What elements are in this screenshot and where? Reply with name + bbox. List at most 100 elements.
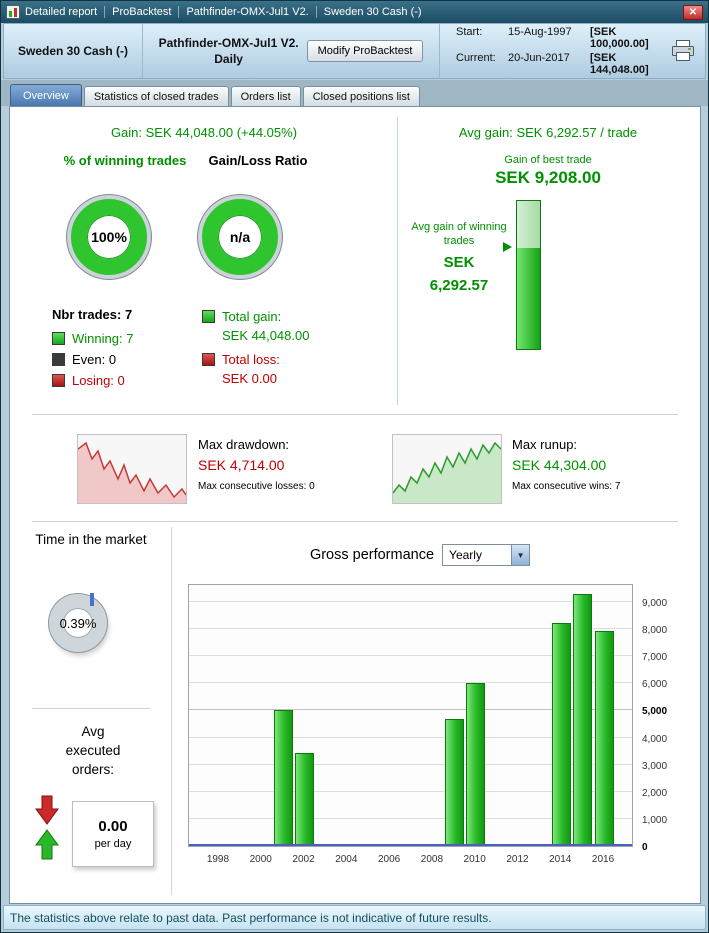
legend-winning-label: Winning: 7 <box>72 331 134 346</box>
gain-loss-ratio-gauge-value: n/a <box>229 229 251 245</box>
tab-orders-list[interactable]: Orders list <box>230 86 301 106</box>
winning-trades-title: % of winning trades <box>63 153 187 168</box>
buy-arrow-icon <box>35 829 59 860</box>
capital-dates: Start: 15-Aug-1997 [SEK 100,000.00] Curr… <box>440 24 661 78</box>
trades-legend: Winning: 7 Even: 0 Losing: 0 <box>52 331 133 394</box>
best-bar-avg-segment <box>517 247 540 349</box>
gridline <box>189 790 632 792</box>
best-bar-top-segment <box>517 201 540 248</box>
performance-title: Gross performance <box>309 547 435 563</box>
print-button[interactable] <box>661 40 705 62</box>
legend-losing-row: Losing: 0 <box>52 373 133 388</box>
performance-bar-2014 <box>551 623 571 844</box>
avg-gain-headline: Avg gain: SEK 6,292.57 / trade <box>458 125 638 140</box>
top-section-divider <box>397 117 398 405</box>
gridline <box>189 736 632 738</box>
avg-orders-title: Avg executed orders: <box>65 724 121 777</box>
best-trade-bar <box>516 200 541 350</box>
section-divider <box>32 521 678 522</box>
tab-overview[interactable]: Overview <box>10 84 82 106</box>
total-gain-value: SEK 44,048.00 <box>222 328 310 343</box>
close-icon: ✕ <box>688 6 698 18</box>
total-loss-label: Total loss: <box>222 352 280 367</box>
nbr-trades: Nbr trades: 7 <box>52 307 133 322</box>
order-arrows <box>34 795 60 866</box>
status-bar: The statistics above relate to past data… <box>3 905 706 930</box>
titlebar-separator <box>104 6 106 18</box>
performance-bar-2002 <box>295 753 315 844</box>
y-tick-label: 4,000 <box>642 733 668 745</box>
max-drawdown-label: Max drawdown: <box>198 437 290 452</box>
titlebar-separator <box>178 6 180 18</box>
performance-bar-2015 <box>573 594 593 844</box>
instrument-name: Sweden 30 Cash (-) <box>17 44 129 58</box>
tab-closed-positions-list[interactable]: Closed positions list <box>302 86 420 106</box>
avg-gain-arrow-icon <box>503 242 517 253</box>
header-divider <box>142 24 143 78</box>
performance-y-axis: 0 1,000 2,000 3,000 4,000 5,000 6,000 7,000 8,00… <box>638 584 698 853</box>
legend-losing-label: Losing: 0 <box>72 373 125 388</box>
x-tick-label: 2004 <box>335 854 358 865</box>
performance-bar-2009 <box>444 719 464 844</box>
avg-winning-gain-caption: Avg gain of winning trades <box>411 221 507 247</box>
y-tick-label: 3,000 <box>642 760 668 772</box>
tab-statistics-of-closed-trades[interactable]: Statistics of closed trades <box>83 86 229 106</box>
drawdown-block: Max drawdown: SEK 4,714.00 Max consecuti… <box>198 437 315 492</box>
gridline <box>189 655 632 657</box>
gridline <box>189 682 632 684</box>
x-tick-label: 2014 <box>549 854 572 865</box>
total-gain-swatch-icon <box>202 310 215 323</box>
total-gain-label: Total gain: <box>222 309 282 324</box>
period-selected-value: Yearly <box>449 548 482 562</box>
printer-icon <box>672 40 694 61</box>
start-date: 15-Aug-1997 <box>508 26 572 38</box>
titlebar-part-report: Detailed report <box>25 6 98 18</box>
zero-line <box>189 844 632 846</box>
avg-orders-note: 0.00 per day <box>72 801 154 867</box>
x-tick-label: 2006 <box>377 854 401 865</box>
max-runup-label: Max runup: <box>512 437 578 452</box>
system-timeframe: Daily <box>214 52 243 66</box>
section-divider <box>32 414 678 415</box>
x-tick-label: 2016 <box>591 854 615 865</box>
y-tick-label: 2,000 <box>642 787 668 799</box>
drawdown-sparkline <box>77 434 187 504</box>
system-zone: Pathfinder-OMX-Jul1 V2. Daily Modify Pro… <box>143 35 439 67</box>
even-swatch-icon <box>52 353 65 366</box>
total-loss-row: Total loss: <box>202 352 309 367</box>
gauge-tick-icon <box>90 593 94 606</box>
performance-bar-2010 <box>466 682 486 844</box>
dropdown-button[interactable]: ▼ <box>511 545 530 565</box>
runup-block: Max runup: SEK 44,304.00 Max consecutive… <box>512 437 620 492</box>
performance-bar-2001 <box>273 709 293 844</box>
current-date: 20-Jun-2017 <box>508 52 570 64</box>
titlebar-part-probacktest: ProBacktest <box>112 6 172 18</box>
totals-legend: Total gain: SEK 44,048.00 Total loss: SE… <box>202 309 309 395</box>
x-tick-label: 2012 <box>506 854 529 865</box>
close-button[interactable]: ✕ <box>683 4 703 20</box>
overview-panel: Gain: SEK 44,048.00 (+44.05%) % of winni… <box>9 106 701 904</box>
titlebar-part-instrument: Sweden 30 Cash (-) <box>323 6 422 18</box>
report-header: Sweden 30 Cash (-) Pathfinder-OMX-Jul1 V… <box>3 23 706 79</box>
chart-app-icon <box>6 5 20 19</box>
time-in-market-value: 0.39% <box>59 615 97 631</box>
left-column-divider <box>32 708 150 709</box>
legend-even-label: Even: 0 <box>72 352 117 367</box>
max-consecutive-wins: Max consecutive wins: 7 <box>512 481 621 492</box>
x-tick-label: 2008 <box>420 854 444 865</box>
header-divider <box>439 24 440 78</box>
avg-winning-gain-currency: SEK <box>443 253 475 271</box>
current-amount: [SEK 144,048.00] <box>590 52 649 76</box>
modify-probacktest-button[interactable]: Modify ProBacktest <box>306 40 424 62</box>
tabstrip: Overview Statistics of closed trades Ord… <box>10 80 700 106</box>
max-drawdown-value: SEK 4,714.00 <box>198 457 285 473</box>
disclaimer-text: The statistics above relate to past data… <box>10 910 492 925</box>
sell-arrow-icon <box>35 795 59 825</box>
y-tick-label: 6,000 <box>642 679 668 691</box>
winning-trades-gauge: 100% <box>71 199 147 275</box>
titlebar-separator <box>315 6 317 18</box>
performance-x-axis: 1998 2000 2002 2004 2006 2008 2010 2012 2014 2016 <box>188 854 633 868</box>
total-gain-row: Total gain: <box>202 309 309 324</box>
period-dropdown[interactable]: Yearly ▼ <box>442 544 531 566</box>
y-tick-label: 9,000 <box>642 597 668 609</box>
